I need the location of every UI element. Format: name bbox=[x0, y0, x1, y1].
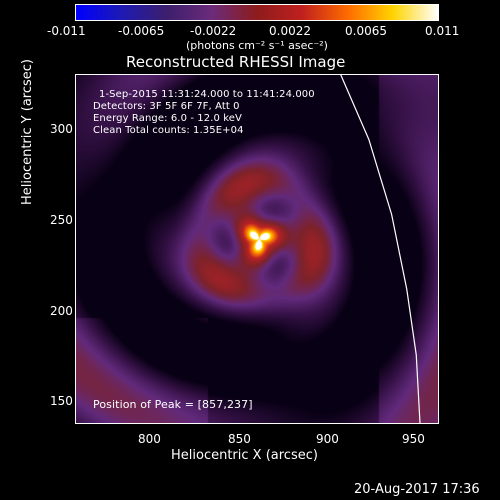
colorbar-tick-label: 0.011 bbox=[425, 24, 460, 38]
image-title: Reconstructed RHESSI Image bbox=[126, 53, 346, 71]
clean-counts-label: Clean Total counts: 1.35E+04 bbox=[93, 125, 244, 136]
y-tick-label: 200 bbox=[50, 304, 73, 318]
solar-limb-curve bbox=[339, 73, 421, 425]
x-tick-label: 800 bbox=[138, 432, 161, 446]
x-tick-label: 950 bbox=[402, 432, 425, 446]
colorbar-tick-label: -0.0065 bbox=[118, 24, 165, 38]
colorbar-tick-label: 0.0065 bbox=[345, 24, 387, 38]
y-axis-label: Heliocentric Y (arcsec) bbox=[20, 59, 35, 205]
time-range-label: 1-Sep-2015 11:31:24.000 to 11:41:24.000 bbox=[99, 89, 315, 100]
colorbar-tick-label: -0.011 bbox=[47, 24, 86, 38]
colorbar-tick-label: 0.0022 bbox=[269, 24, 311, 38]
y-tick-label: 250 bbox=[50, 213, 73, 227]
colorbar bbox=[75, 4, 439, 21]
x-tick-label: 850 bbox=[228, 432, 251, 446]
colorbar-units: (photons cm⁻² s⁻¹ asec⁻²) bbox=[186, 39, 328, 52]
detectors-label: Detectors: 3F 5F 6F 7F, Att 0 bbox=[93, 101, 240, 112]
date-stamp: 20-Aug-2017 17:36 bbox=[354, 482, 480, 497]
rhessi-image bbox=[75, 74, 439, 424]
energy-range-label: Energy Range: 6.0 - 12.0 keV bbox=[93, 113, 242, 124]
x-axis-label: Heliocentric X (arcsec) bbox=[171, 448, 318, 463]
peak-position-label: Position of Peak = [857,237] bbox=[93, 398, 253, 411]
x-tick-label: 900 bbox=[316, 432, 339, 446]
colorbar-tick-label: -0.0022 bbox=[190, 24, 237, 38]
y-tick-label: 150 bbox=[50, 394, 73, 408]
y-tick-label: 300 bbox=[50, 122, 73, 136]
